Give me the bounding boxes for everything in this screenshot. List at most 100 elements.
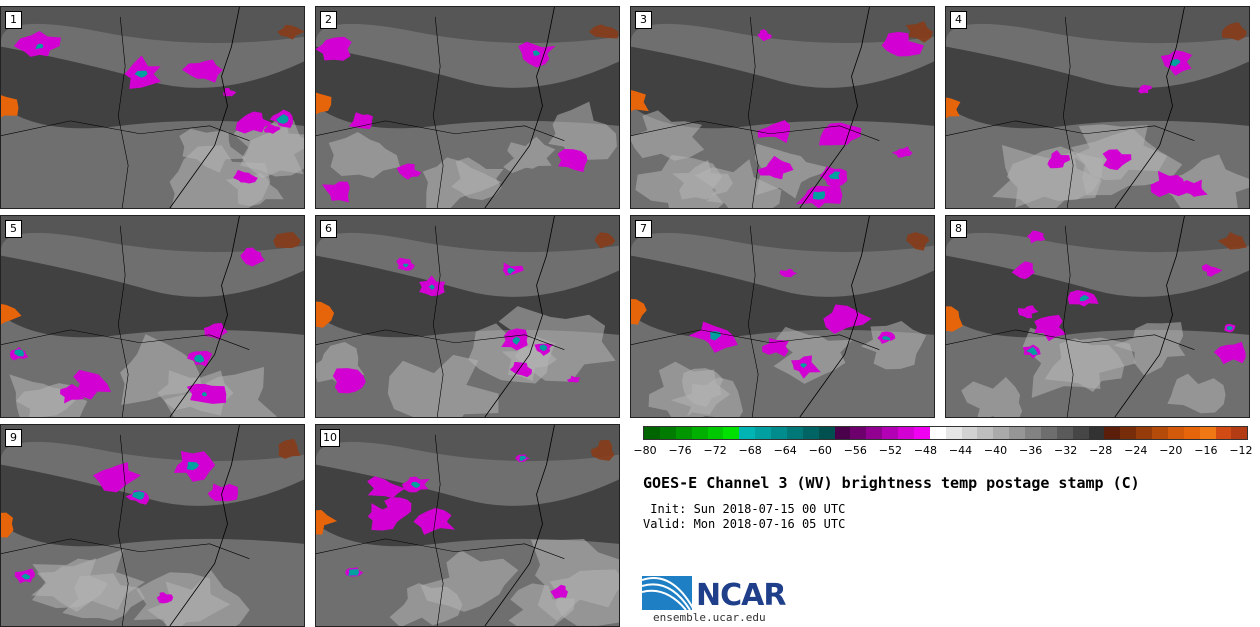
cold-cloud	[92, 462, 141, 493]
very-cold-core	[186, 461, 199, 471]
cold-cloud	[13, 30, 61, 57]
border-line	[946, 120, 1195, 141]
wv-map	[316, 216, 619, 417]
warm-region	[594, 232, 616, 249]
very-cold-core	[539, 344, 548, 352]
colorbar-swatch	[675, 427, 692, 439]
member-panel-7: 7	[630, 215, 935, 418]
cold-cloud	[367, 503, 404, 531]
border-line	[316, 120, 565, 141]
warm-region	[631, 298, 647, 325]
border-line	[316, 329, 565, 350]
cold-cloud	[203, 322, 228, 340]
cold-cloud	[1102, 149, 1132, 171]
colorbar-swatch	[945, 427, 962, 439]
moist-region	[773, 326, 853, 384]
border-line	[1, 538, 250, 559]
border-line	[316, 538, 565, 559]
dry-band	[1, 46, 304, 129]
moist-region	[389, 583, 463, 626]
member-panel-10: 10	[315, 424, 620, 627]
coastline	[169, 7, 240, 208]
colorbar-swatch	[802, 427, 819, 439]
cold-cloud	[332, 368, 366, 394]
panel-number: 6	[320, 220, 337, 238]
cold-cloud	[60, 383, 85, 404]
member-panel-1: 1	[0, 6, 305, 209]
cold-cloud	[818, 122, 862, 146]
cold-cloud	[316, 36, 352, 61]
coastline	[484, 216, 555, 417]
cold-cloud	[557, 148, 588, 173]
colorbar-swatch	[1199, 427, 1216, 439]
colorbar-swatch	[1167, 427, 1184, 439]
very-cold-core	[403, 263, 409, 268]
moist-region	[387, 354, 499, 417]
colorbar-swatch	[1231, 427, 1248, 439]
wv-map	[631, 7, 934, 208]
colorbar-swatch	[659, 427, 676, 439]
border-line	[631, 120, 880, 141]
panel-number: 1	[5, 11, 22, 29]
dry-band	[946, 46, 1249, 129]
border-line	[117, 16, 129, 208]
moist-region	[9, 374, 76, 417]
border-line	[432, 434, 444, 626]
moist-region	[498, 306, 616, 382]
colorbar-tick-label: −32	[1054, 444, 1078, 457]
dry-region	[631, 216, 934, 253]
panel-number: 5	[5, 220, 22, 238]
dry-region	[1, 7, 304, 44]
very-cold-core	[519, 455, 527, 462]
cold-cloud	[891, 146, 913, 158]
moist-region	[548, 101, 617, 160]
border-line	[117, 225, 129, 417]
warm-region	[316, 92, 332, 115]
cold-cloud	[182, 59, 223, 83]
dry-region	[316, 216, 619, 253]
very-cold-core	[1170, 59, 1181, 67]
coastline	[169, 216, 240, 417]
warm-region	[631, 90, 649, 112]
border-line	[1, 120, 250, 141]
cold-cloud	[550, 584, 568, 599]
dry-region	[316, 7, 619, 44]
site-url[interactable]: ensemble.ucar.edu	[653, 611, 766, 624]
colorbar-tick-label: −44	[948, 444, 973, 457]
cold-cloud	[762, 337, 789, 357]
warm-region	[946, 97, 961, 119]
warm-region	[278, 438, 301, 460]
wv-map	[1, 216, 304, 417]
border-line	[747, 225, 759, 417]
colorbar-swatch	[1088, 427, 1105, 439]
cold-cloud	[1213, 341, 1246, 365]
cold-cloud	[322, 181, 350, 203]
cold-cloud	[1034, 314, 1067, 342]
member-panel-6: 6	[315, 215, 620, 418]
warm-region	[906, 232, 930, 251]
warm-region	[588, 24, 619, 39]
border-line	[946, 329, 1195, 350]
member-panel-8: 8	[945, 215, 1250, 418]
warm-region	[1, 512, 14, 538]
member-panel-3: 3	[630, 6, 935, 209]
colorbar-swatch	[1056, 427, 1073, 439]
very-cold-core	[800, 363, 807, 369]
wv-map	[1, 425, 304, 626]
colorbar-swatch	[866, 427, 883, 439]
colorbar-swatch	[929, 427, 946, 439]
wv-map	[946, 7, 1249, 208]
coastline	[799, 7, 870, 208]
colorbar-tick-label: −16	[1194, 444, 1218, 457]
colorbar-tick-label: −20	[1159, 444, 1183, 457]
moist-region	[1113, 322, 1186, 376]
cold-cloud	[73, 369, 111, 400]
colorbar-tick-label: −64	[773, 444, 797, 457]
moist-region	[648, 361, 731, 417]
panel-number: 10	[320, 429, 340, 447]
coastline	[1114, 7, 1185, 208]
dry-region	[1, 216, 304, 253]
logo-swoosh	[642, 583, 691, 611]
colorbar-swatch	[1040, 427, 1057, 439]
